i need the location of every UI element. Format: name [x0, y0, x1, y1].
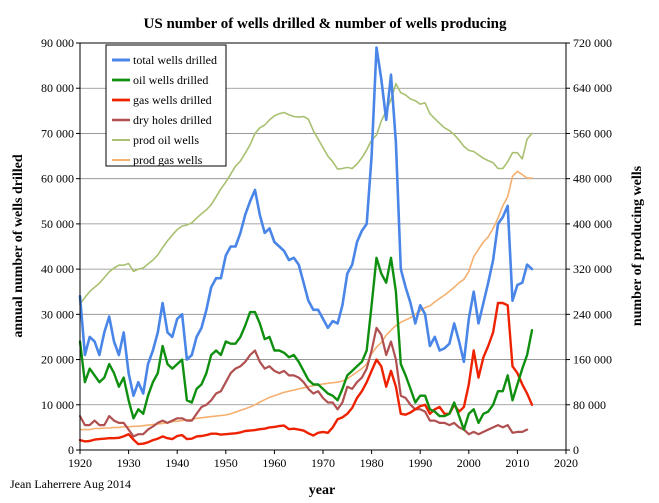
- y-tick-label: 70 000: [41, 126, 74, 140]
- x-axis-ticks: 1920 1930 1940 1950 1960 1970 1980 1990 2000 2010…: [68, 450, 578, 470]
- legend-label-prod-gas-wells: prod gas wells: [133, 153, 203, 167]
- legend: total wells drilled oil wells drilled gas …: [105, 44, 227, 167]
- y-tick-label: 60 000: [41, 172, 74, 186]
- y2-tick-label: 0: [573, 443, 579, 457]
- y-tick-label: 80 000: [41, 81, 74, 95]
- y2-tick-label: 80 000: [573, 398, 606, 412]
- x-tick-label: 2020: [554, 456, 578, 470]
- series-line-prod-gas-wells: [79, 170, 533, 431]
- y2-tick-label: 640 000: [573, 81, 612, 95]
- x-tick-label: 1970: [311, 456, 335, 470]
- series-lines: [78, 46, 534, 446]
- chart-title: US number of wells drilled & number of w…: [144, 16, 507, 32]
- y2-axis-label: number of producing wells: [630, 165, 645, 326]
- legend-label-oil-wells-drilled: oil wells drilled: [133, 73, 208, 87]
- y2-tick-label: 160 000: [573, 353, 612, 367]
- y2-tick-label: 720 000: [573, 36, 612, 50]
- x-tick-label: 1930: [117, 456, 141, 470]
- y-tick-label: 50 000: [41, 217, 74, 231]
- x-tick-label: 1980: [360, 456, 384, 470]
- x-axis-label: year: [309, 483, 335, 498]
- y2-tick-label: 480 000: [573, 172, 612, 186]
- y2-tick-label: 400 000: [573, 217, 612, 231]
- series-line-prod-oil-wells: [79, 82, 533, 305]
- y-tick-label: 90 000: [41, 36, 74, 50]
- x-tick-label: 1990: [408, 456, 432, 470]
- x-tick-label: 1920: [68, 456, 92, 470]
- series-line-total-wells-drilled: [78, 46, 534, 397]
- x-tick-label: 2010: [505, 456, 529, 470]
- x-tick-label: 1940: [165, 456, 189, 470]
- legend-label-total-wells-drilled: total wells drilled: [133, 53, 217, 67]
- x-tick-label: 2000: [457, 456, 481, 470]
- legend-label-prod-oil-wells: prod oil wells: [133, 133, 199, 147]
- y-axis-label: annual number of wells drilled: [11, 154, 26, 338]
- y-tick-label: 20 000: [41, 353, 74, 367]
- y-tick-label: 40 000: [41, 262, 74, 276]
- x-tick-label: 1950: [214, 456, 238, 470]
- y-tick-label: 0: [68, 443, 74, 457]
- y-tick-label: 10 000: [41, 398, 74, 412]
- y-tick-label: 30 000: [41, 307, 74, 321]
- x-tick-label: 1960: [262, 456, 286, 470]
- series-line-dry-holes-drilled: [78, 326, 529, 438]
- legend-label-dry-holes-drilled: dry holes drilled: [133, 113, 212, 127]
- legend-label-gas-wells-drilled: gas wells drilled: [133, 93, 212, 107]
- y2-tick-label: 320 000: [573, 262, 612, 276]
- credit-text: Jean Laherrere Aug 2014: [10, 477, 131, 491]
- y-axis-ticks: 0 10 000 20 000 30 000 40 000 50 000 60 000 70 …: [41, 36, 80, 457]
- y2-axis-ticks: 0 80 000 160 000 240 000 320 000 400 000 480 0…: [566, 36, 612, 457]
- y2-tick-label: 560 000: [573, 126, 612, 140]
- series-line-oil-wells-drilled: [78, 256, 534, 431]
- legend-box: [105, 44, 227, 167]
- y2-tick-label: 240 000: [573, 307, 612, 321]
